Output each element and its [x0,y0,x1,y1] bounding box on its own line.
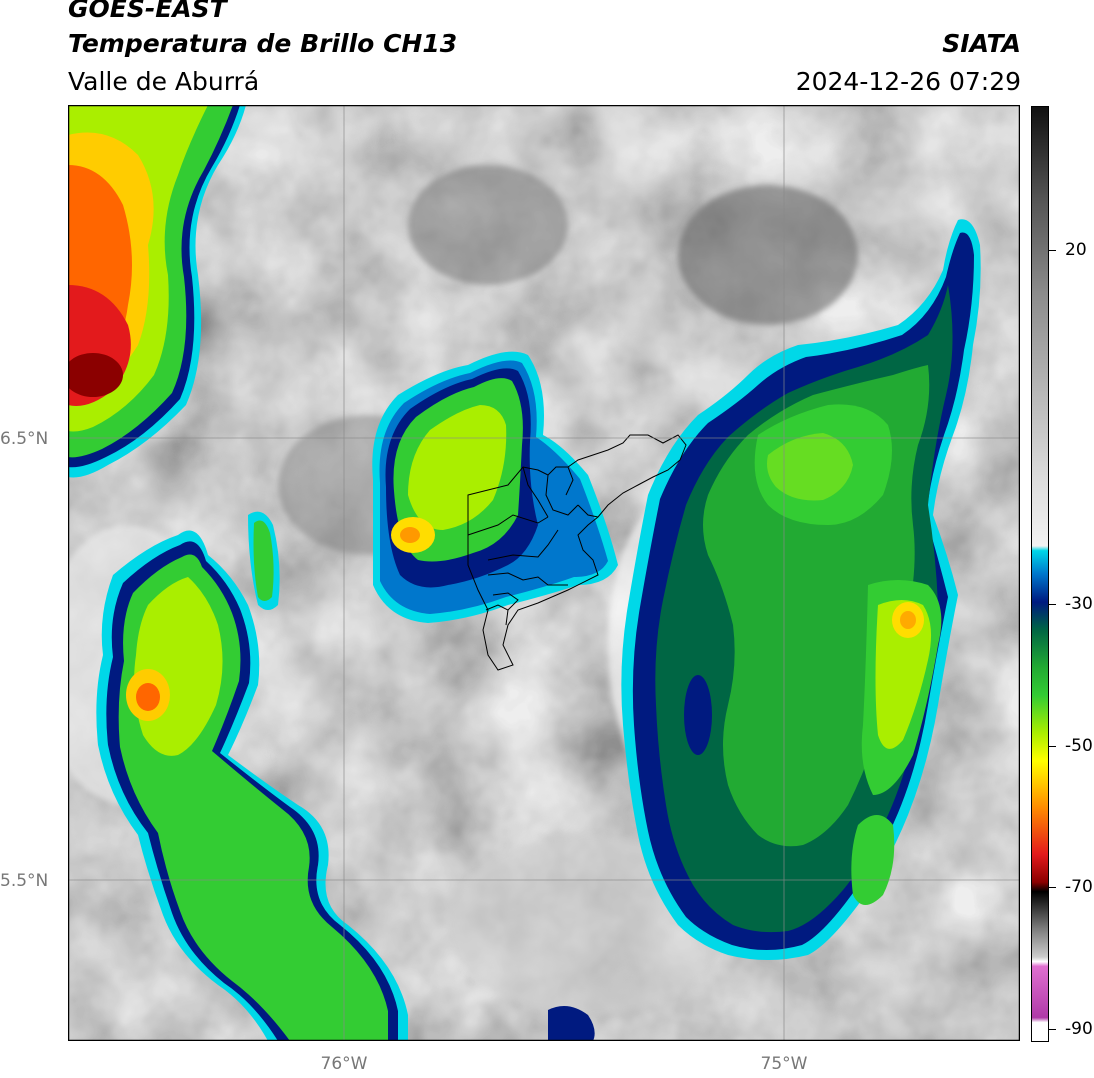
storm-central [372,351,618,623]
map-frame [68,105,1020,1041]
graticule [68,105,1020,1041]
colorbar-label-20: 20 [1065,240,1087,260]
org-label: SIATA [942,29,1021,58]
product-title: Temperatura de Brillo CH13 [68,29,458,58]
colorbar-label-minus-30: -30 [1065,594,1093,614]
colorbar-tick [1049,604,1056,605]
lat-label-5-5: 5.5°N [0,871,49,891]
municipal-boundaries [467,434,687,671]
temperature-colorbar [1031,106,1049,1042]
region-label: Valle de Aburrá [68,67,260,96]
colorbar-label-minus-90: -90 [1065,1019,1093,1039]
colorbar-label-minus-50: -50 [1065,736,1093,756]
lon-label-75: 75°W [760,1054,808,1074]
storm-east [621,219,981,960]
satellite-title: GOES-EAST [68,0,227,23]
colorbar-label-minus-70: -70 [1065,877,1093,897]
lon-label-76: 76°W [320,1054,368,1074]
satellite-map [68,105,1020,1041]
storm-northwest [68,105,246,478]
storm-southwest [96,511,595,1041]
colorbar-tick [1049,1029,1056,1030]
colorbar-tick [1049,887,1056,888]
colorbar-tick [1049,746,1056,747]
lat-label-6-5: 6.5°N [0,429,49,449]
datetime-label: 2024-12-26 07:29 [795,67,1021,96]
colorbar-tick [1049,250,1056,251]
